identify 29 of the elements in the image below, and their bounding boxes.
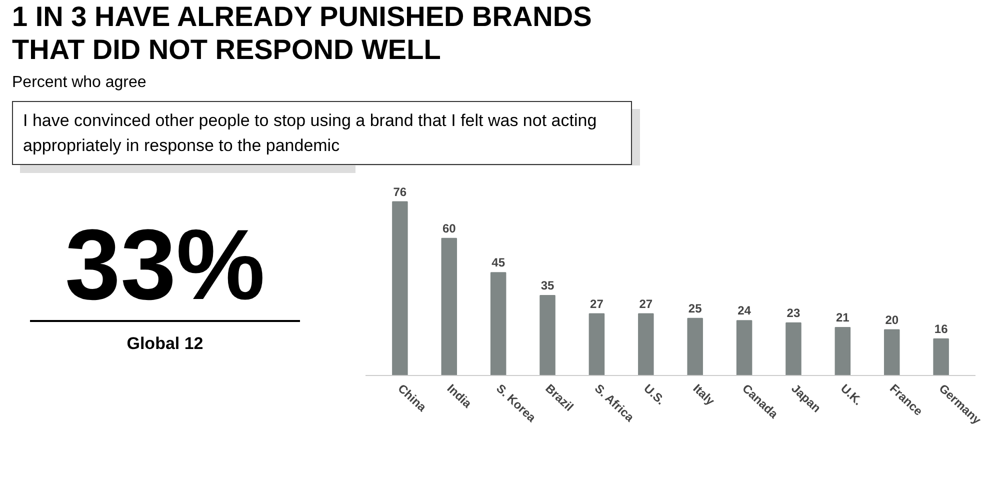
data-label: 24 <box>738 303 752 318</box>
data-label: 27 <box>590 296 604 311</box>
data-label: 35 <box>540 278 555 292</box>
data-label: 60 <box>442 221 456 236</box>
bar <box>490 272 506 376</box>
text: Global 12 <box>126 332 204 355</box>
data-label: 27 <box>639 296 653 311</box>
text: Percent who agree <box>12 73 146 93</box>
bar <box>786 322 802 376</box>
bar <box>638 313 654 376</box>
bar <box>540 294 556 376</box>
text: I have convinced other people to stop using a brand that I felt was not acting appropriately in response to the pandemic <box>23 110 598 157</box>
bar <box>884 329 900 376</box>
bar <box>933 338 949 376</box>
bar <box>588 313 605 376</box>
data-label: 16 <box>934 322 948 336</box>
bar <box>441 238 458 376</box>
data-label: 21 <box>836 310 850 324</box>
data-label: 76 <box>393 184 407 199</box>
data-label: 20 <box>885 312 899 327</box>
bar <box>736 320 752 376</box>
data-label: 25 <box>688 301 702 316</box>
data-label: 45 <box>492 255 506 270</box>
text: 33% <box>30 170 300 322</box>
chart-title: 1 IN 3 HAVE ALREADY PUNISHED BRANDS THAT DID NOT RESPOND WELL <box>12 0 593 66</box>
data-label: 23 <box>786 306 800 320</box>
bar <box>834 326 851 376</box>
bar <box>687 318 703 376</box>
bar <box>392 201 408 376</box>
